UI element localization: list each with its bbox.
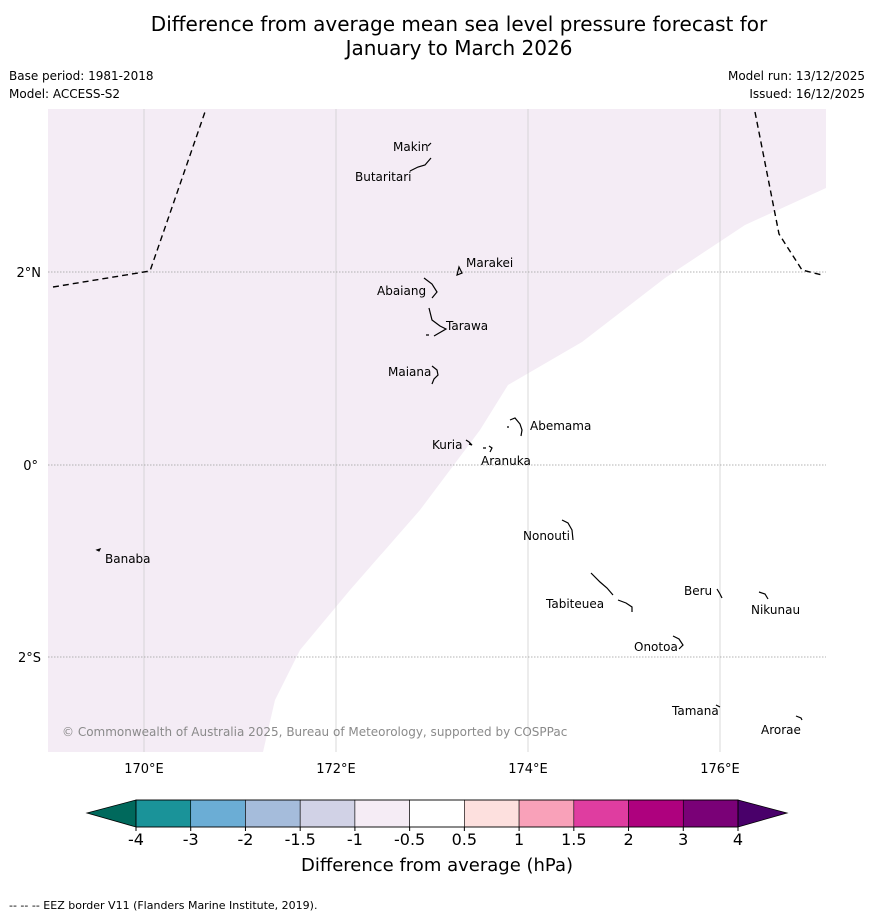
colorbar-bins: [135, 799, 739, 828]
island-onotoa: [672, 635, 684, 650]
colorbar-ticks: -4 -3 -2 -1.5 -1 -0.5 0.5 1 1.5 2 3 4: [128, 827, 743, 849]
longitude-gridlines: [143, 109, 721, 752]
colorbar-tick-label: 2: [623, 830, 633, 849]
colorbar-tick-label: -1.5: [285, 830, 316, 849]
label-kuria: Kuria: [432, 438, 463, 452]
base-period: Base period: 1981-2018: [9, 69, 154, 83]
colorbar-bin: [573, 799, 629, 828]
island-tabiteuea: [590, 572, 633, 612]
colorbar-high-extension: [737, 799, 789, 828]
colorbar-bin: [299, 799, 356, 828]
island-tamana: [715, 704, 721, 708]
colorbar-bin: [135, 799, 192, 828]
model-run: Model run: 13/12/2025: [727, 69, 865, 83]
island-maiana: [431, 365, 439, 385]
lon-label-174e: 174°E: [508, 762, 548, 777]
latitude-gridlines: [48, 271, 826, 658]
island-nikunau: [758, 591, 769, 600]
colorbar-bin: [464, 799, 520, 828]
island-abemama: [507, 417, 523, 437]
colorbar-frame: [135, 799, 739, 828]
label-arorae: Arorae: [761, 723, 801, 737]
colorbar-label: Difference from average (hPa): [301, 855, 573, 876]
eez-footnote: -- -- -- EEZ border V11 (Flanders Marine…: [9, 899, 318, 912]
colorbar: -4 -3 -2 -1.5 -1 -0.5 0.5 1 1.5 2 3 4 Difference fr…: [85, 799, 789, 876]
lon-label-172e: 172°E: [316, 762, 356, 777]
longitude-labels: 170°E 172°E 174°E 176°E: [124, 762, 740, 777]
colorbar-bin: [682, 799, 739, 828]
issued-date: Issued: 16/12/2025: [749, 87, 865, 101]
colorbar-tick-label: -0.5: [394, 830, 425, 849]
island-abaiang: [423, 277, 438, 299]
island-labels: Makin Butaritari Marakei Abaiang Tarawa …: [105, 140, 801, 737]
eez-border-west: [52, 108, 207, 288]
colorbar-bin: [518, 799, 575, 828]
islands: [95, 142, 803, 721]
colorbar-tick-label: -1: [347, 830, 363, 849]
colorbar-low-extension: [85, 799, 137, 828]
label-tarawa: Tarawa: [445, 319, 488, 333]
title-line-2: January to March 2026: [345, 36, 573, 60]
colorbar-tick-label: -3: [183, 830, 199, 849]
latitude-labels: 2°N 0° 2°S: [17, 266, 42, 666]
island-marakei: [456, 265, 463, 276]
lat-label-2s: 2°S: [18, 651, 41, 666]
chart-title: Difference from average mean sea level p…: [0, 12, 873, 60]
title-line-1: Difference from average mean sea level p…: [150, 12, 768, 36]
colorbar-bin: [409, 799, 465, 828]
lat-label-2n: 2°N: [17, 266, 42, 281]
label-tamana: Tamana: [671, 704, 719, 718]
colorbar-tick-label: 3: [678, 830, 688, 849]
meta-left: Base period: 1981-2018 Model: ACCESS-S2: [9, 67, 154, 103]
colorbar-tick-label: -2: [237, 830, 253, 849]
label-nikunau: Nikunau: [751, 603, 800, 617]
copyright-text: © Commonwealth of Australia 2025, Bureau…: [62, 725, 567, 739]
island-beru: [716, 588, 723, 599]
island-banaba: [95, 547, 102, 552]
island-arorae: [795, 715, 803, 721]
island-tarawa: [426, 307, 448, 337]
label-aranuka: Aranuka: [481, 454, 531, 468]
colorbar-tick-label: 1: [514, 830, 524, 849]
island-aranuka: [483, 445, 493, 453]
label-maiana: Maiana: [388, 365, 431, 379]
colorbar-tick-label: -4: [128, 830, 144, 849]
colorbar-bin: [628, 799, 684, 828]
label-tabiteuea: Tabiteuea: [545, 597, 604, 611]
island-butaritari: [409, 157, 432, 172]
island-kuria: [465, 439, 473, 446]
label-beru: Beru: [684, 584, 712, 598]
colorbar-bin: [190, 799, 246, 828]
label-banaba: Banaba: [105, 552, 151, 566]
colorbar-tick-label: 4: [733, 830, 743, 849]
colorbar-tick-label: 1.5: [561, 830, 586, 849]
lon-label-176e: 176°E: [700, 762, 740, 777]
eez-border-east: [754, 111, 823, 276]
lat-label-0: 0°: [23, 459, 38, 474]
label-butaritari: Butaritari: [355, 170, 412, 184]
label-abaiang: Abaiang: [377, 284, 426, 298]
label-abemama: Abemama: [530, 419, 591, 433]
pressure-anomaly-region: [48, 109, 826, 752]
eez-borders: [52, 108, 823, 288]
label-onotoa: Onotoa: [634, 640, 678, 654]
colorbar-bin: [354, 799, 410, 828]
lon-label-170e: 170°E: [124, 762, 164, 777]
meta-right: Model run: 13/12/2025 Issued: 16/12/2025: [728, 67, 865, 103]
colorbar-tick-label: 0.5: [452, 830, 477, 849]
label-nonouti: Nonouti: [523, 529, 570, 543]
model-name: Model: ACCESS-S2: [9, 87, 121, 101]
island-nonouti: [561, 519, 574, 541]
label-marakei: Marakei: [466, 256, 513, 270]
label-makin: Makin: [393, 140, 429, 154]
colorbar-bin: [245, 799, 301, 828]
island-makin: [427, 142, 432, 147]
